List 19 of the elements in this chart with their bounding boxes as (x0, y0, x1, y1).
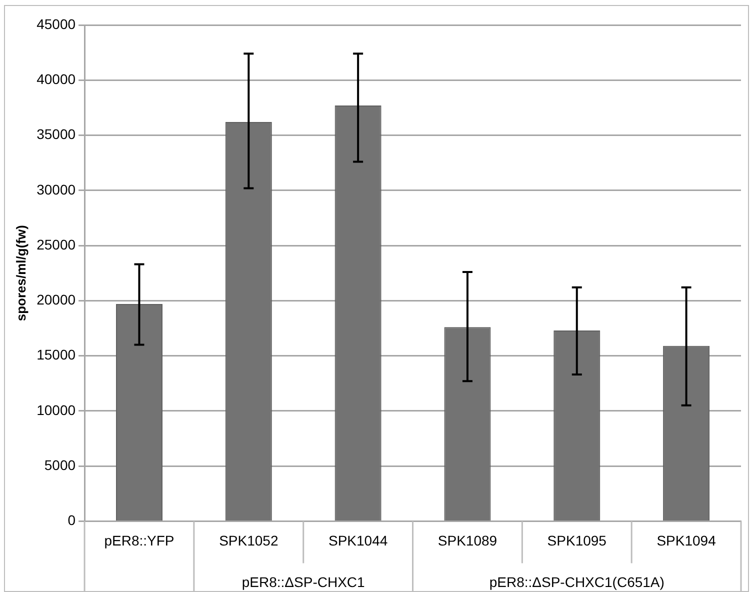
y-tick-label: 15000 (36, 346, 76, 363)
text: pER8::ΔSP-CHXC1(C651A) (489, 574, 664, 590)
x-tick-label: pER8::YFP (104, 532, 174, 548)
x-tick-label: SPK1052 (219, 532, 278, 548)
x-tick-label: SPK1095 (547, 532, 607, 548)
y-tick-label: 30000 (36, 181, 76, 198)
text: pER8::ΔSP-CHXC1 (242, 574, 366, 590)
x-tick-label: SPK1089 (438, 532, 498, 548)
y-tick-label: 20000 (36, 292, 76, 308)
y-tick-label: 10000 (36, 402, 76, 418)
y-tick-label: 40000 (36, 70, 76, 87)
y-tick-label: 25000 (36, 236, 76, 252)
y-tick-label: 35000 (36, 126, 76, 142)
x-tick-label: SPK1094 (656, 532, 716, 548)
x-tick-label: SPK1044 (328, 532, 388, 548)
y-tick-label: 0 (68, 512, 76, 528)
y-tick-label: 5000 (44, 456, 76, 473)
y-axis-title: spores/ml/g(fw) (13, 225, 28, 322)
y-tick-label: 45000 (36, 16, 76, 32)
